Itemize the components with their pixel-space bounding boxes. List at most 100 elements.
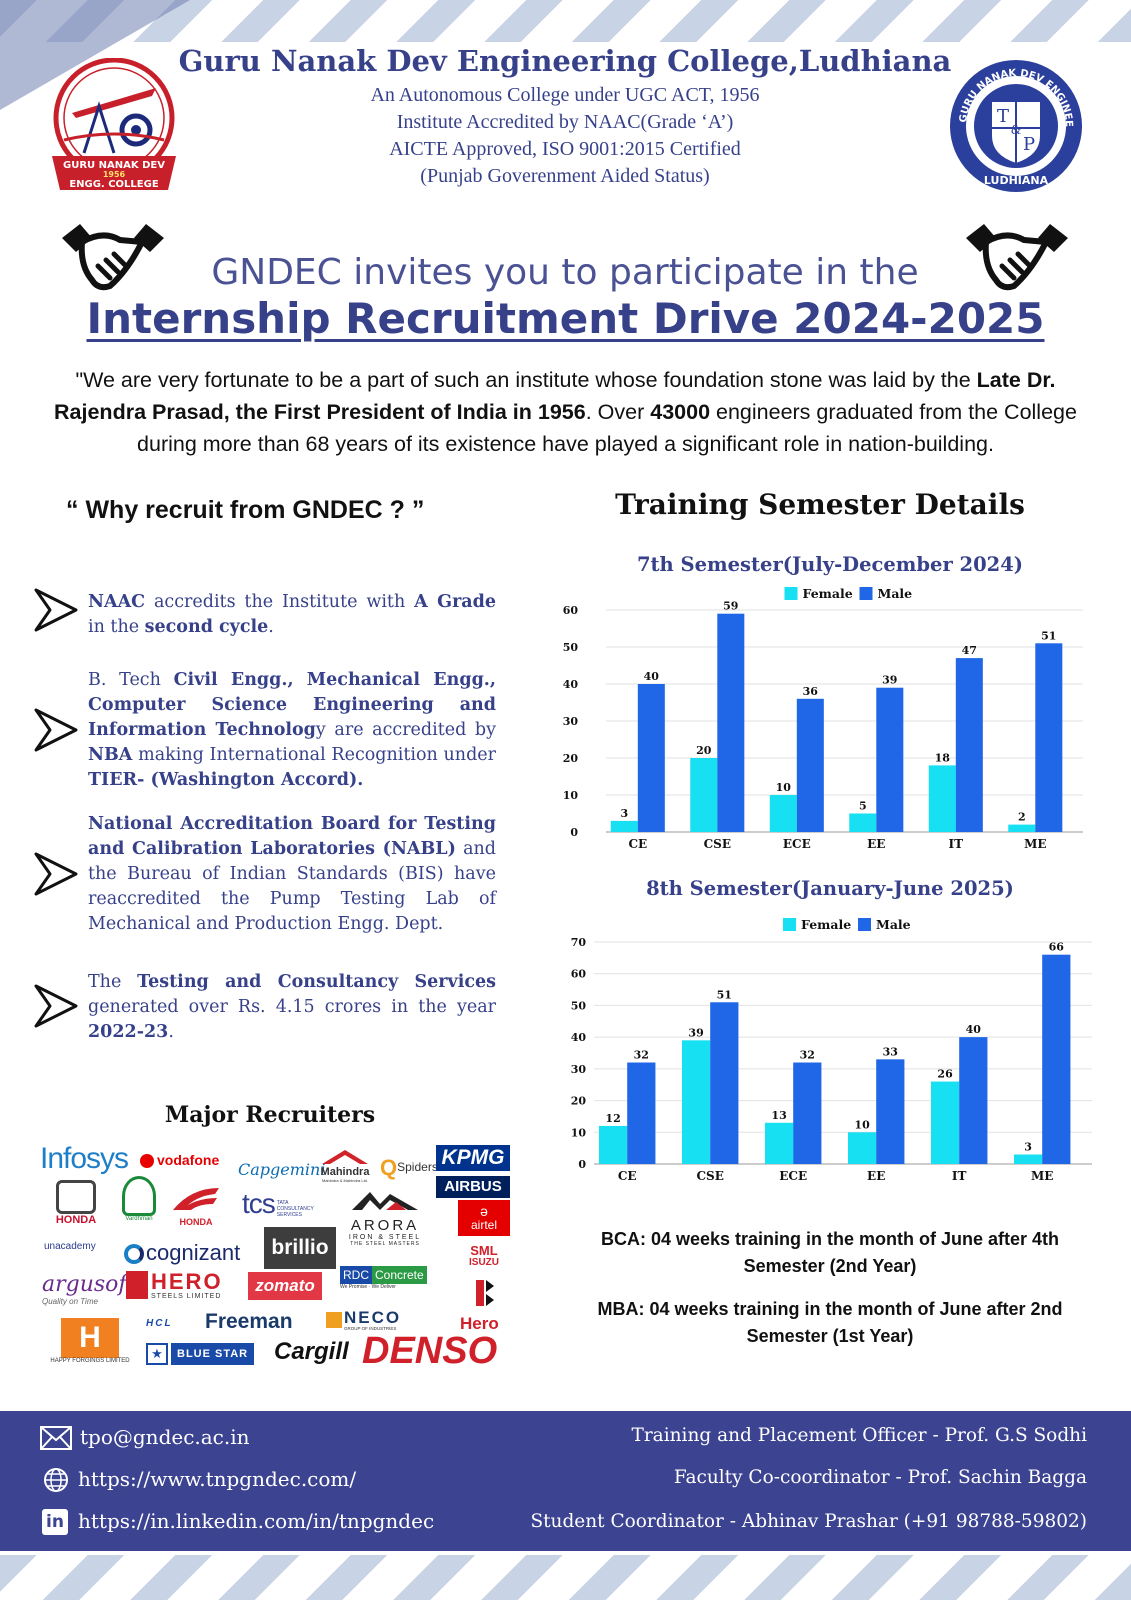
bar-female — [769, 795, 797, 832]
arrow-bullet-icon — [34, 588, 78, 632]
bar-value-label: 33 — [883, 1045, 898, 1058]
vodafone-logo: vodafone — [140, 1152, 219, 1169]
tcs-sub-2: CONSULTANCY — [276, 1205, 314, 1212]
bar-value-label: 59 — [723, 600, 738, 613]
bar-male — [876, 1059, 905, 1164]
b4-t2: Testing and Consultancy Services — [137, 972, 496, 992]
bar-value-label: 39 — [688, 1026, 703, 1039]
x-tick-label: CSE — [697, 1169, 724, 1183]
spiders-text: Spiders — [397, 1160, 438, 1175]
globe-icon — [44, 1468, 68, 1492]
vardhman-logo: Vardhman — [114, 1176, 164, 1222]
y-tick-label: 20 — [571, 1095, 587, 1108]
bar-male — [717, 613, 745, 832]
header-line-4: (Punjab Goverenment Aided Status) — [420, 165, 710, 187]
arora-sub-2: THE STEEL MASTERS — [350, 1241, 420, 1247]
bar-value-label: 47 — [962, 644, 977, 657]
bottom-stripe-band — [0, 1555, 1131, 1600]
mahindra-logo: Mahindra Mahindra & Mahindra Ltd. — [314, 1148, 376, 1183]
y-tick-label: 60 — [563, 604, 579, 617]
sml-isuzu-logo: SML ISUZU — [460, 1244, 508, 1268]
footer-website-link[interactable]: https://www.tnpgndec.com/ — [78, 1467, 357, 1491]
zomato-logo: zomato — [248, 1272, 322, 1300]
chart-2-title: 8th Semester(January-June 2025) — [646, 877, 1014, 900]
arrow-bullet-icon — [34, 708, 78, 752]
hero-steels-logo: HERO STEELS LIMITED — [126, 1271, 223, 1300]
cognizant-logo: cognizant — [124, 1240, 240, 1266]
linkedin-icon: in — [42, 1509, 68, 1535]
footer-email-link[interactable]: tpo@gndec.ac.in — [80, 1425, 250, 1449]
y-tick-label: 10 — [571, 1126, 587, 1139]
arrow-bullet-icon — [34, 852, 78, 896]
bar-value-label: 10 — [776, 781, 792, 794]
bar-value-label: 51 — [1041, 629, 1056, 642]
b2-t3: y are accredited by — [315, 720, 496, 740]
airbus-logo: AIRBUS — [436, 1176, 510, 1198]
mahindra-text: Mahindra — [320, 1166, 370, 1178]
unacademy-logo: unacademy — [44, 1241, 96, 1252]
tnp-letter-p: P — [1023, 134, 1035, 155]
bar-value-label: 32 — [634, 1049, 649, 1062]
invite-line: GNDEC invites you to participate in the — [211, 252, 919, 293]
bluestar-logo: ★ BLUE STAR — [146, 1343, 255, 1365]
honda-wing-logo: HONDA — [168, 1186, 224, 1227]
vardhman-mark-icon — [122, 1176, 156, 1216]
freeman-logo: Freeman — [205, 1310, 293, 1333]
b3-t2: and the Bureau of Indian Standards (BIS)… — [88, 839, 496, 934]
b2-t4: NBA — [88, 745, 133, 765]
cognizant-text: cognizant — [146, 1240, 241, 1265]
bar-male — [796, 698, 824, 832]
college-name: Guru Nanak Dev Engineering College,Ludhi… — [178, 44, 952, 78]
b4-t5: . — [168, 1022, 174, 1042]
hero-motocorp-mark — [474, 1278, 496, 1308]
logo-line1: GURU NANAK DEV — [63, 160, 165, 171]
bar-female — [681, 1040, 711, 1164]
chart-1-title: 7th Semester(July-December 2024) — [636, 553, 1024, 576]
bar-value-label: 40 — [966, 1023, 982, 1036]
tcs-sub-1: TATA — [276, 1199, 289, 1206]
bar-value-label: 13 — [771, 1109, 786, 1122]
arrow-bullet-icon — [34, 984, 78, 1028]
x-tick-label: EE — [867, 1169, 885, 1183]
x-tick-label: ECE — [779, 1169, 807, 1183]
tcs-logo: tcs TATA CONSULTANCY SERVICES — [242, 1188, 314, 1220]
bar-value-label: 32 — [800, 1049, 815, 1062]
hero-logo: Hero — [460, 1314, 499, 1333]
tnp-letter-t: T — [997, 106, 1009, 127]
y-tick-label: 50 — [563, 641, 579, 654]
bar-value-label: 39 — [882, 674, 897, 687]
why-point-3: National Accreditation Board for Testing… — [88, 812, 496, 937]
bar-male — [955, 658, 983, 832]
y-tick-label: 30 — [571, 1063, 587, 1076]
quote-part-1: "We are very fortunate to be a part of s… — [75, 368, 977, 392]
y-tick-label: 60 — [571, 968, 587, 981]
brillio-logo: brillio — [264, 1227, 336, 1269]
denso-logo: DENSO — [362, 1330, 498, 1372]
bar-value-label: 10 — [854, 1118, 870, 1131]
tnp-letter-amp: & — [1011, 123, 1022, 137]
tpo-contact: Training and Placement Officer - Prof. G… — [631, 1425, 1088, 1446]
argusoft-logo: argusoft Quality on Time — [42, 1272, 135, 1306]
bar-male — [1035, 643, 1063, 832]
student-contact: Student Coordinator - Abhinav Prashar (+… — [530, 1511, 1087, 1532]
hcl-logo: HCL — [146, 1318, 173, 1329]
x-tick-label: ME — [1024, 837, 1046, 851]
bar-value-label: 18 — [935, 751, 951, 764]
bar-value-label: 3 — [1024, 1140, 1032, 1153]
b2-t2: Civil Engg., Mechanical Engg., Computer … — [88, 670, 496, 740]
footer-linkedin-link[interactable]: https://in.linkedin.com/in/tnpgndec — [78, 1509, 435, 1533]
b4-t4: 2022-23 — [88, 1022, 169, 1042]
honda-wing-text: HONDA — [179, 1217, 213, 1227]
logo-year: 1956 — [103, 170, 126, 179]
neco-mark-icon — [326, 1312, 342, 1328]
bluestar-text: BLUE STAR — [171, 1343, 255, 1365]
b3-t1: National Accreditation Board for Testing… — [88, 814, 496, 859]
legend-swatch — [783, 918, 796, 931]
header-line-2: Institute Accredited by NAAC(Grade ‘A’) — [396, 111, 734, 133]
bar-male — [627, 1062, 656, 1164]
happy-forgings-mark-icon: H — [61, 1318, 119, 1358]
vodafone-mark-icon — [140, 1154, 154, 1169]
rdc-sub-1: We Promise — [340, 1284, 368, 1290]
bluestar-star-icon: ★ — [146, 1343, 168, 1365]
why-point-1: NAAC accredits the Institute with A Grad… — [88, 590, 496, 640]
